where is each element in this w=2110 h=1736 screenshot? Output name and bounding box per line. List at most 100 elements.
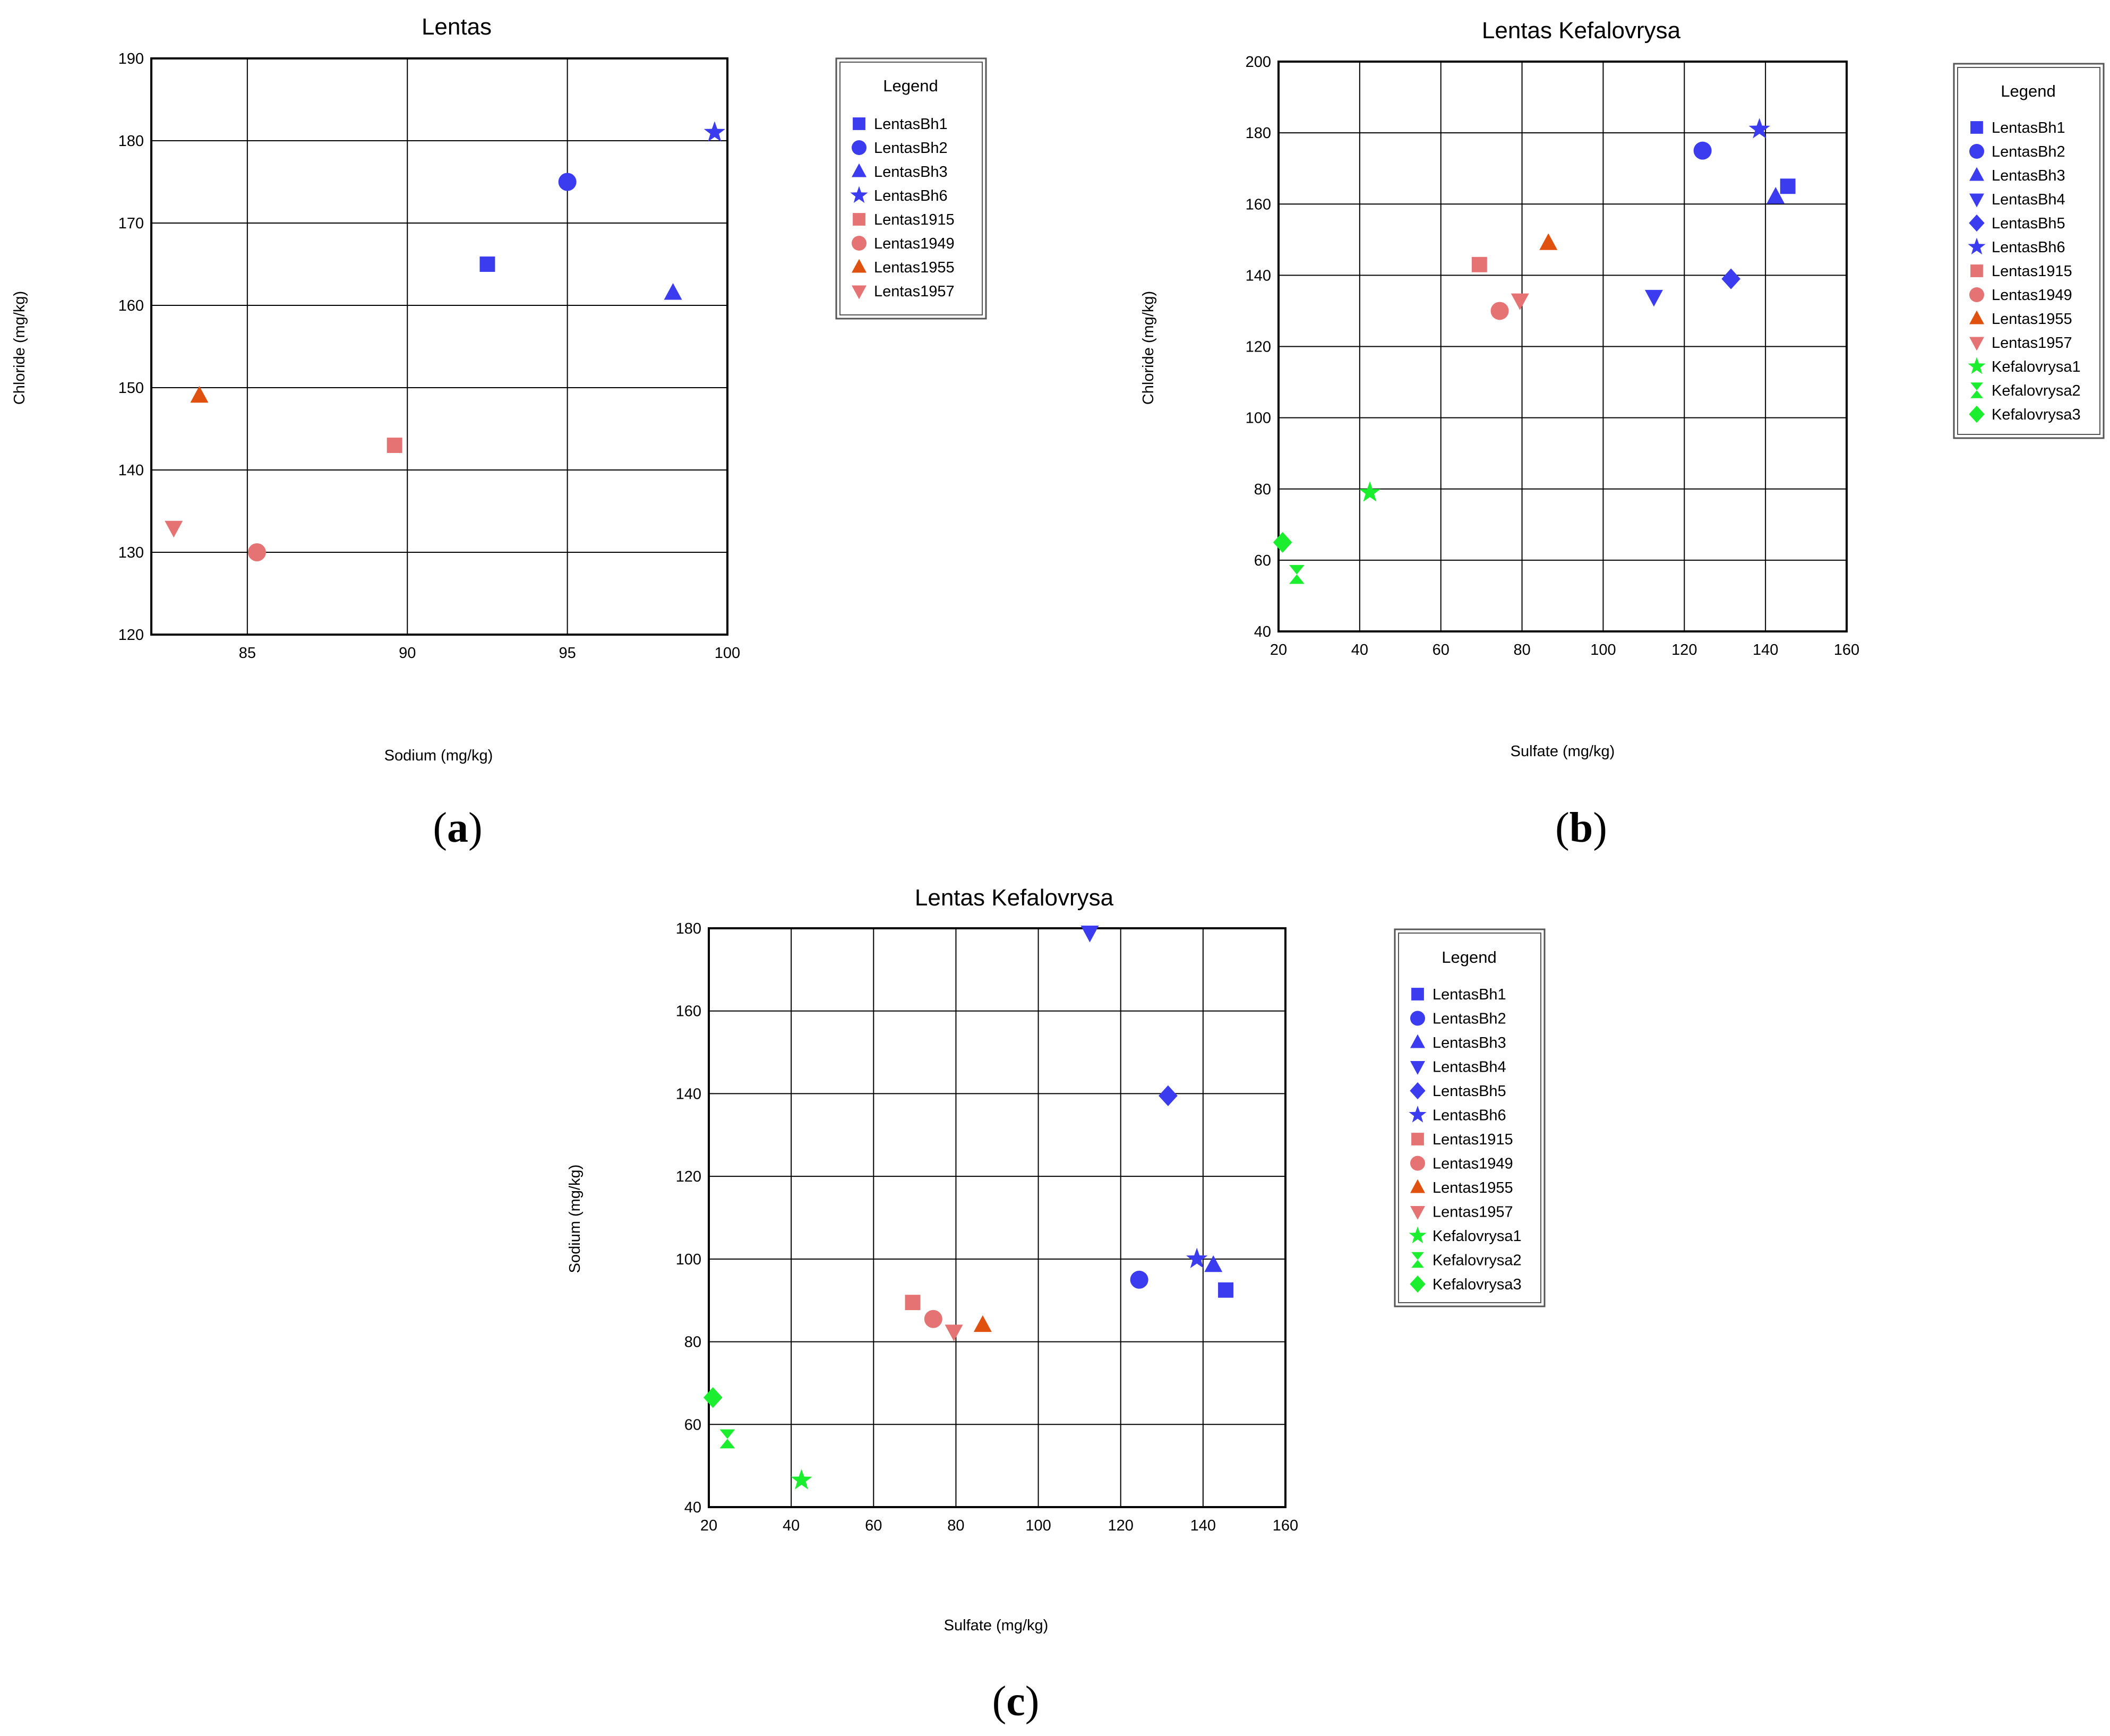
legend-marker-lentasbh6 — [850, 186, 868, 203]
data-point-lentas1915 — [905, 1295, 921, 1311]
y-tick-labels: 40 60 80 100 120 140 160 180 — [676, 920, 701, 1516]
data-point-lentasbh4 — [1644, 289, 1663, 307]
panel-label: (a) — [433, 805, 482, 851]
legend-label: Kefalovrysa3 — [1992, 406, 2081, 423]
chart-title: Lentas Kefalovrysa — [915, 885, 1114, 911]
legend-marker-lentas1915 — [1970, 264, 1983, 277]
data-point-lentasbh5 — [1159, 1085, 1178, 1106]
legend-label: LentasBh1 — [874, 116, 948, 133]
legend-label: LentasBh2 — [1992, 143, 2065, 160]
legend-marker-lentasbh1 — [1970, 121, 1983, 134]
legend-marker-lentas1957 — [852, 285, 867, 300]
legend-label: Lentas1957 — [1433, 1204, 1513, 1221]
x-tick-label: 160 — [1834, 642, 1859, 659]
legend-label: Lentas1915 — [1992, 263, 2072, 280]
x-tick-label: 140 — [1753, 642, 1778, 659]
legend-marker-lentasbh4 — [1969, 193, 1984, 208]
y-axis-label: Chloride (mg/kg) — [1140, 291, 1157, 405]
legend-marker-lentasbh2 — [1410, 1011, 1425, 1026]
x-tick-label: 80 — [1513, 642, 1530, 659]
data-point-kefalovrysa1 — [1359, 481, 1381, 502]
x-tick-label: 120 — [1108, 1517, 1134, 1534]
legend-marker-lentasbh6 — [1968, 237, 1986, 255]
data-points — [703, 926, 1233, 1490]
x-axis-label: Sodium (mg/kg) — [384, 747, 493, 764]
legend-marker-kefalovrysa1 — [1409, 1226, 1427, 1244]
data-point-lentasbh3 — [664, 283, 682, 300]
data-point-kefalovrysa1 — [791, 1469, 812, 1490]
data-point-lentasbh4 — [1080, 926, 1099, 943]
legend-label: LentasBh6 — [874, 187, 948, 204]
plot-area — [150, 57, 728, 636]
chart-title: Lentas Kefalovrysa — [1482, 18, 1681, 44]
x-tick-label: 95 — [559, 645, 576, 662]
y-tick-label: 160 — [118, 297, 144, 314]
x-tick-label: 140 — [1190, 1517, 1216, 1534]
x-axis-label: Sulfate (mg/kg) — [944, 1617, 1049, 1634]
chart-panel-c: Lentas Kefalovrysa 20 40 60 80 100 120 140 160 … — [567, 885, 1546, 1725]
legend-label: Kefalovrysa1 — [1992, 358, 2081, 375]
y-tick-label: 180 — [1246, 125, 1271, 142]
x-tick-label: 20 — [700, 1517, 717, 1534]
data-point-lentas1955 — [190, 386, 209, 403]
legend-marker-lentas1949 — [852, 236, 867, 251]
legend-marker-lentas1955 — [1969, 310, 1984, 324]
y-tick-label: 40 — [684, 1499, 701, 1516]
legend-label: LentasBh3 — [1992, 167, 2065, 184]
x-tick-label: 160 — [1273, 1517, 1298, 1534]
legend-label: LentasBh6 — [1992, 239, 2065, 256]
legend-marker-lentasbh3 — [1969, 167, 1984, 181]
legend-marker-lentas1957 — [1969, 337, 1984, 351]
legend-label: LentasBh1 — [1992, 119, 2065, 136]
y-axis-label: Sodium (mg/kg) — [567, 1165, 584, 1273]
y-tick-label: 140 — [118, 462, 144, 479]
data-points — [165, 121, 726, 561]
y-tick-label: 100 — [1246, 410, 1271, 427]
chart-panel-b: Lentas Kefalovrysa 20 40 60 80 100 120 140 160 … — [1140, 18, 2105, 851]
legend-box-inner — [1398, 933, 1541, 1303]
chart-panel-a: Lentas 85 90 95 100 120 130 140 150 160 170 180 19… — [11, 14, 987, 851]
legend-marker-lentasbh2 — [1969, 144, 1984, 159]
legend-label: LentasBh2 — [874, 140, 948, 157]
data-point-kefalovrysa2 — [719, 1429, 735, 1449]
data-point-lentas1957 — [1511, 293, 1529, 311]
legend-label: Lentas1915 — [874, 211, 955, 228]
legend-label: Kefalovrysa1 — [1433, 1228, 1522, 1245]
legend-marker-lentas1949 — [1410, 1156, 1425, 1171]
y-tick-label: 140 — [676, 1085, 701, 1102]
grid-lines — [1278, 61, 1847, 632]
data-point-lentasbh2 — [558, 173, 577, 191]
legend: Legend LentasBh1LentasBh2LentasBh3Lentas… — [835, 57, 987, 320]
x-tick-labels: 20 40 60 80 100 120 140 160 — [1270, 642, 1859, 659]
legend-label: LentasBh4 — [1433, 1059, 1506, 1076]
data-points — [1273, 118, 1796, 584]
x-tick-label: 40 — [783, 1517, 800, 1534]
legend-label: LentasBh3 — [1433, 1034, 1506, 1051]
legend-label: Lentas1915 — [1433, 1131, 1513, 1148]
data-point-lentasbh1 — [1780, 178, 1796, 194]
data-point-lentasbh6 — [1748, 118, 1770, 139]
legend-box — [835, 57, 987, 320]
data-point-lentas1955 — [973, 1315, 992, 1332]
legend-label: LentasBh1 — [1433, 986, 1506, 1003]
data-point-kefalovrysa3 — [1273, 532, 1292, 553]
data-point-kefalovrysa2 — [1289, 565, 1305, 584]
legend-marker-lentasbh1 — [1411, 988, 1424, 1000]
legend-marker-lentas1915 — [853, 213, 865, 226]
y-tick-label: 60 — [1254, 552, 1271, 569]
legend-label: LentasBh4 — [1992, 191, 2065, 208]
y-axis-label: Chloride (mg/kg) — [11, 291, 28, 405]
plot-area — [708, 927, 1286, 1508]
chart-title: Lentas — [422, 14, 492, 40]
y-tick-label: 160 — [1246, 196, 1271, 213]
legend-marker-kefalovrysa3 — [1969, 405, 1985, 423]
y-tick-label: 180 — [676, 920, 701, 937]
legend-label: LentasBh5 — [1433, 1083, 1506, 1100]
legend-label: Kefalovrysa2 — [1433, 1252, 1522, 1269]
x-tick-labels: 85 90 95 100 — [239, 645, 740, 662]
legend-label: Lentas1955 — [1992, 311, 2072, 328]
legend-marker-kefalovrysa3 — [1410, 1275, 1426, 1293]
y-tick-label: 80 — [684, 1334, 701, 1351]
data-point-lentasbh1 — [1218, 1282, 1233, 1298]
legend-label: Lentas1949 — [1992, 287, 2072, 304]
